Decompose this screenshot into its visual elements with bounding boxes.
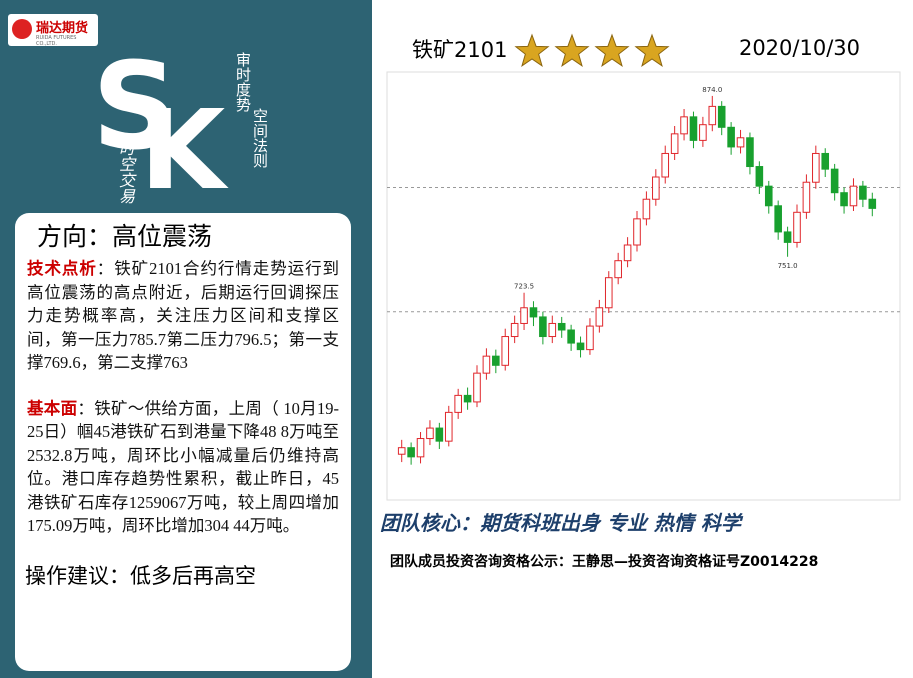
candle-body xyxy=(576,342,585,351)
candle-body xyxy=(604,277,613,309)
candle-body xyxy=(595,307,604,327)
candle-body xyxy=(746,137,754,168)
annotation: 723.5 xyxy=(514,283,534,291)
star xyxy=(514,33,550,67)
label: 基本面 xyxy=(27,398,78,418)
candle-body xyxy=(444,411,453,442)
label: 技术点析 xyxy=(27,259,97,278)
candle-body xyxy=(454,394,462,413)
tech-analysis: 技术点析：铁矿2101合约行情走势运行到高位震荡的高点附近，后期运行回调探压力走… xyxy=(15,257,351,375)
candle-body xyxy=(473,372,481,403)
candle-body xyxy=(736,137,745,148)
logo-box: 瑞达期货 RUIDA FUTURES CO.,LTD. xyxy=(8,14,98,47)
sk-graphic: K xyxy=(140,86,226,214)
candle-body xyxy=(868,198,877,209)
text: ：铁矿2101合约行情走势运行到高位震荡的高点附近，后期运行回调探压力走势概率高… xyxy=(27,259,339,372)
candle-body xyxy=(680,116,688,135)
candle-body xyxy=(586,325,594,351)
candle-body xyxy=(548,322,557,338)
annotation: 751.0 xyxy=(778,262,798,270)
candle-body xyxy=(661,152,670,178)
candle-body xyxy=(407,447,415,458)
candle-body xyxy=(689,116,698,141)
direction: 方向：高位震荡 xyxy=(37,224,213,251)
candle-body xyxy=(821,152,830,170)
fundamentals: 基本面：铁矿～供给方面，上周（ 10月19-25日）帼45港铁矿石到港量下降48… xyxy=(15,397,351,538)
star xyxy=(634,33,670,67)
candle-body xyxy=(426,427,434,440)
candle-body xyxy=(492,355,500,366)
candle-body xyxy=(482,355,491,374)
candle-body xyxy=(416,438,425,458)
candle-body xyxy=(812,152,820,183)
candle-body xyxy=(849,185,858,207)
candle-body xyxy=(830,168,839,194)
candle-body xyxy=(642,198,651,220)
text-box: 方向：高位震荡 技术点析：铁矿2101合约行情走势运行到高位震荡的高点附近，后期… xyxy=(15,213,351,671)
candle-body xyxy=(529,307,538,318)
plot-area xyxy=(386,71,901,501)
candle-body xyxy=(652,176,660,200)
candle-body xyxy=(699,124,707,141)
candle-body xyxy=(614,260,622,279)
candle-body xyxy=(859,185,867,200)
candle-body xyxy=(567,329,575,344)
annotation: 874.0 xyxy=(702,86,722,94)
candle-body xyxy=(510,322,519,338)
candle-body xyxy=(435,427,444,442)
left-panel: 瑞达期货 RUIDA FUTURES CO.,LTD. S K 时空交易 审时度… xyxy=(0,0,372,678)
candle-body xyxy=(783,231,792,243)
candle-body xyxy=(633,218,641,246)
text: ：铁矿～供给方面，上周（ 10月19-25日）帼45港铁矿石到港量下降48 8万… xyxy=(27,398,340,536)
star xyxy=(554,33,590,67)
candle-body xyxy=(727,126,735,148)
core: 团队核心：期货科班出身 专业 热情 科学 xyxy=(380,511,744,535)
chart: 铁矿2101 2020/10/30 团队核心：期货科班出身 专业 热情 科学 团… xyxy=(380,33,901,570)
candle-body xyxy=(840,192,848,207)
candle-body xyxy=(520,307,528,324)
candle-body xyxy=(670,133,679,154)
star xyxy=(594,33,630,67)
candle-body xyxy=(755,166,764,187)
candle-body xyxy=(717,105,726,128)
qualification: 团队成员投资咨询资格公示：王静思—投资咨询资格证号Z0014228 xyxy=(390,553,818,570)
candle-body xyxy=(764,185,773,207)
candle-body xyxy=(802,181,811,213)
sk-graphic: S xyxy=(92,38,179,177)
advice: 操作建议：低多后再高空 xyxy=(25,563,256,588)
candle-body xyxy=(463,394,472,403)
candle-body xyxy=(501,336,510,366)
candle-body xyxy=(397,447,406,455)
logo-icon xyxy=(12,19,32,39)
candle-body xyxy=(708,105,717,126)
candle-body xyxy=(793,211,801,243)
chart-date: 2020/10/30 xyxy=(739,36,860,60)
slogan: 空间法则 xyxy=(251,108,269,168)
candle-body xyxy=(623,244,632,262)
chart-title: 铁矿2101 xyxy=(412,38,507,62)
logo-text: 瑞达期货 xyxy=(36,21,89,36)
candle-body xyxy=(557,322,566,331)
logo-sub: RUIDA FUTURES CO.,LTD. xyxy=(36,35,77,47)
brand: 时空交易 xyxy=(116,140,133,204)
candle-body xyxy=(774,205,782,233)
candle-body xyxy=(539,316,547,338)
slogan: 审时度势 xyxy=(234,52,252,112)
